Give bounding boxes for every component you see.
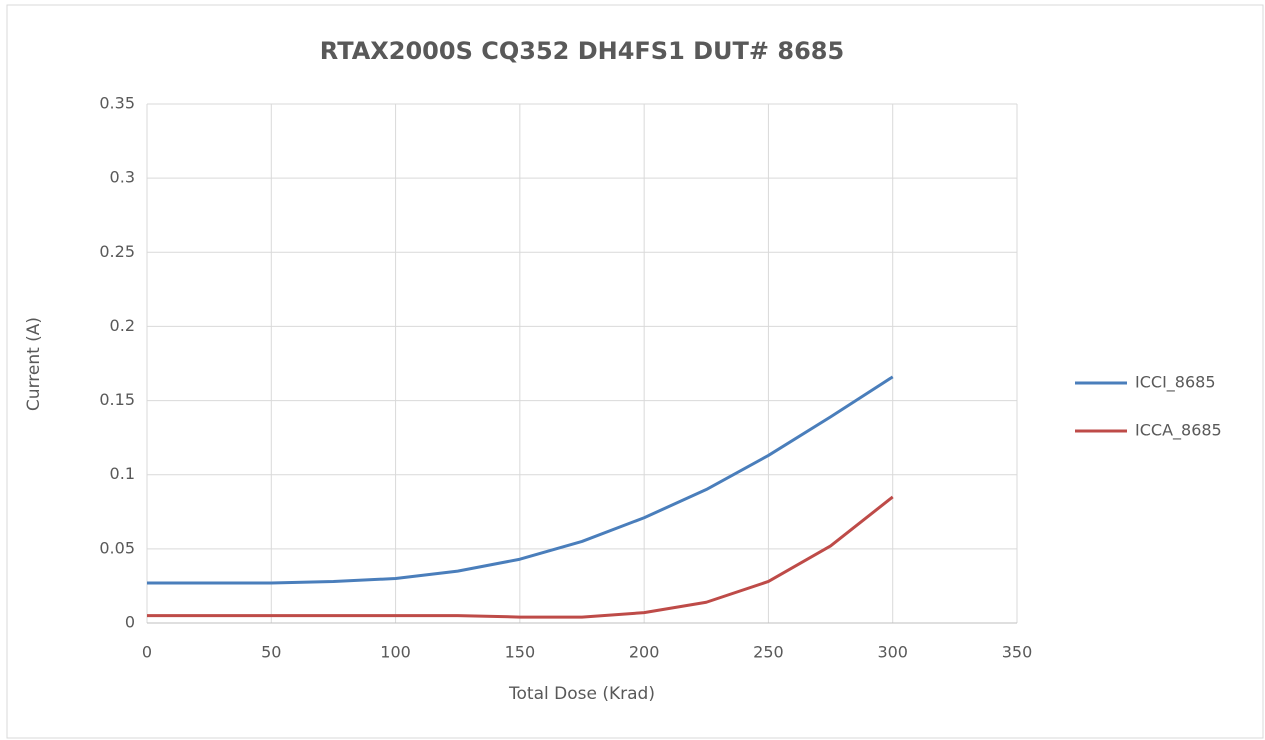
y-tick-label: 0.15: [99, 390, 135, 409]
legend-label: ICCI_8685: [1135, 373, 1216, 393]
y-tick-label: 0.1: [110, 464, 135, 483]
x-tick-label: 200: [629, 643, 660, 662]
chart-title: RTAX2000S CQ352 DH4FS1 DUT# 8685: [320, 37, 844, 65]
chart-border: [6, 4, 1264, 739]
data-line: [147, 375, 894, 585]
y-tick-label: 0.2: [110, 316, 135, 335]
y-tick-label: 0.25: [99, 242, 135, 261]
y-tick-label: 0.35: [99, 94, 135, 113]
x-tick-label: 150: [505, 643, 536, 662]
y-tick-label: 0.05: [99, 538, 135, 557]
data-line: [147, 495, 894, 619]
x-tick-label: 250: [753, 643, 784, 662]
y-tick-label: 0.3: [110, 168, 135, 187]
x-tick-label: 350: [1002, 643, 1033, 662]
x-axis-label: Total Dose (Krad): [508, 684, 655, 704]
y-tick-label: 0: [125, 613, 135, 632]
x-tick-label: 100: [380, 643, 411, 662]
y-axis-label: Current (A): [24, 317, 44, 411]
x-tick-label: 0: [142, 643, 152, 662]
x-tick-label: 300: [877, 643, 908, 662]
legend-label: ICCA_8685: [1135, 421, 1222, 441]
x-tick-label: 50: [261, 643, 281, 662]
